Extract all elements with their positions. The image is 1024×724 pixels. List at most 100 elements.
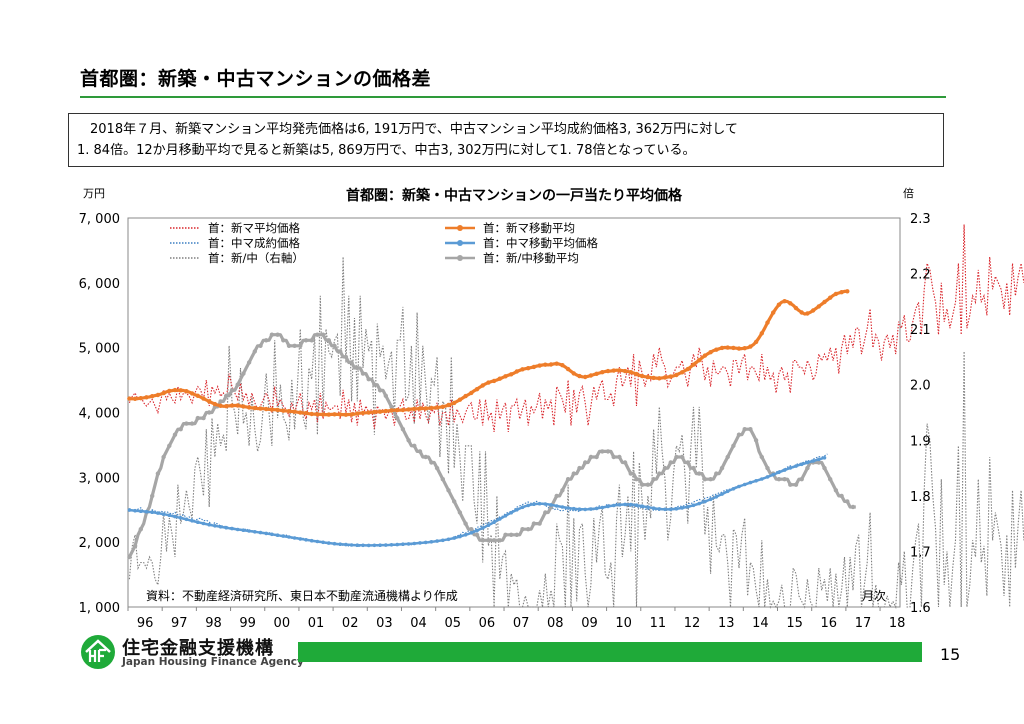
series-point-5 [651,477,656,482]
x-tick-label: 01 [308,616,325,631]
legend-label: 首：中マ移動平均価格 [483,236,598,250]
series-point-3 [173,514,177,519]
series-point-5 [167,443,172,448]
series-point-1 [662,375,668,380]
series-point-5 [286,343,292,348]
x-tick-label: 18 [889,616,906,631]
series-point-1 [537,363,542,368]
y-left-tick-label: 3, 000 [79,471,120,486]
series-point-5 [645,482,651,487]
series-point-5 [537,521,542,526]
series-point-3 [606,504,610,509]
y-left-tick-label: 4, 000 [79,407,120,422]
series-point-1 [417,406,423,411]
series-point-3 [133,508,137,513]
series-point-1 [742,346,747,351]
series-point-3 [406,542,411,546]
series-point-3 [817,457,821,462]
series-point-1 [440,404,445,409]
legend-label: 首：中マ成約価格 [208,236,300,250]
series-point-5 [423,454,428,460]
series-point-1 [674,372,679,378]
series-point-1 [349,412,354,417]
series-point-1 [275,407,280,413]
series-point-5 [446,488,451,493]
series-point-3 [429,540,434,544]
series-point-1 [366,410,371,415]
x-tick-label: 15 [786,616,803,631]
series-point-1 [588,373,594,378]
series-point-3 [520,505,525,510]
series-point-3 [178,516,183,520]
x-tick-label: 12 [684,616,701,631]
series-point-5 [793,482,799,487]
series-point-5 [338,349,343,354]
series-point-1 [144,395,149,400]
series-point-3 [714,495,719,499]
series-point-3 [372,543,377,548]
chart-labels: 1, 000 2, 000 3, 000 4, 000 5, 000 6, 000 7, 0… [79,186,931,631]
series-point-1 [753,339,759,345]
x-tick-label: 00 [274,616,291,631]
series-point-1 [178,388,183,393]
series-point-5 [531,521,537,526]
series-point-5 [594,454,599,460]
series-point-3 [315,539,320,544]
series-point-1 [429,405,434,411]
y-left-tick-label: 7, 000 [79,212,120,227]
series-point-5 [264,338,269,343]
legend-label: 首：新マ平均価格 [208,221,300,235]
series-point-3 [201,521,206,526]
series-point-3 [657,507,662,511]
series-point-1 [634,371,639,377]
series-point-3 [811,459,815,463]
series-point-3 [281,534,286,538]
series-point-1 [833,291,839,297]
series-point-3 [640,504,644,509]
series-point-5 [189,421,195,426]
series-point-3 [737,484,741,489]
series-point-3 [799,462,804,467]
series-point-1 [571,371,576,376]
series-point-3 [304,538,308,542]
series-point-3 [708,497,713,502]
series-point-1 [520,367,525,372]
series-point-5 [497,538,502,543]
series-point-1 [668,374,673,379]
series-point-5 [281,338,286,343]
series-point-5 [617,454,622,460]
series-point-5 [355,365,360,371]
y-right-tick-label: 2.0 [910,379,931,394]
series-point-5 [839,493,844,499]
series-point-3 [725,489,730,494]
series-point-3 [537,501,542,506]
series-point-3 [554,504,559,508]
x-unit-label: 月次 [862,589,886,603]
series-point-5 [503,532,508,537]
series-point-3 [190,519,194,523]
series-point-3 [161,512,166,516]
series-point-1 [269,407,275,412]
y-right-tick-label: 1.6 [910,601,931,616]
series-point-1 [372,409,377,415]
series-point-3 [292,536,297,540]
series-point-3 [150,510,154,514]
series-point-3 [646,505,650,510]
series-point-1 [611,368,616,373]
chart-axes [127,217,901,611]
series-point-5 [782,477,787,482]
series-point-5 [491,538,497,543]
chart-title: 首都圏：新築・中古マンションの一戸当たり平均価格 [346,187,683,204]
series-point-3 [572,506,576,511]
series-point-3 [782,468,787,472]
series-point-3 [668,507,673,512]
series-point-1 [286,409,292,414]
series-point-3 [577,507,582,512]
series-point-3 [498,517,502,521]
jhf-logo: 住宅金融支援機構 Japan Housing Finance Agency [80,632,304,672]
series-point-1 [548,362,554,367]
series-point-5 [850,504,856,510]
series-point-5 [440,477,445,482]
series-point-5 [360,371,366,376]
series-point-5 [702,477,708,482]
